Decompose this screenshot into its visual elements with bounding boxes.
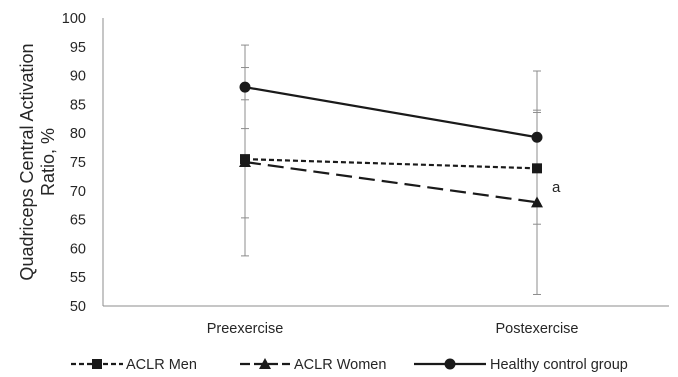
error-bars [241, 44, 541, 295]
x-tick-label: Preexercise [207, 321, 284, 337]
series-line-circle [244, 86, 538, 139]
annotations: a [552, 179, 561, 196]
data-point-triangle [531, 196, 543, 208]
x-axis-ticks: Preexercise Postexercise [207, 321, 579, 337]
y-tick-label: 100 [62, 11, 86, 27]
axes [102, 18, 669, 307]
data-point-triangle [239, 156, 251, 167]
series-line-triangle [244, 160, 538, 204]
y-tick-label: 80 [70, 126, 86, 142]
y-tick-label: 55 [70, 270, 86, 286]
y-tick-label: 75 [70, 155, 86, 171]
significance-annotation: a [552, 179, 561, 196]
legend-marker-circle [444, 358, 456, 370]
series-markers [239, 81, 543, 208]
data-point-square [532, 163, 542, 174]
y-tick-label: 65 [70, 213, 86, 229]
legend-label: Healthy control group [490, 357, 628, 373]
legend-label: ACLR Men [126, 357, 197, 373]
legend: ACLR Men ACLR Women Healthy control group [71, 357, 628, 373]
y-axis-label-line-2: Ratio, % [38, 128, 58, 196]
y-tick-label: 70 [70, 184, 86, 200]
legend-marker-triangle [259, 358, 271, 369]
y-tick-label: 60 [70, 241, 86, 257]
y-tick-label: 85 [70, 97, 86, 113]
x-tick-label: Postexercise [495, 321, 578, 337]
legend-label: ACLR Women [294, 357, 386, 373]
y-axis-label: Quadriceps Central Activation Ratio, % [17, 43, 58, 280]
data-point-circle [531, 131, 543, 143]
y-tick-label: 50 [70, 299, 86, 315]
y-tick-label: 95 [70, 40, 86, 56]
y-axis-ticks: 50 55 60 65 70 75 80 85 90 95 100 [62, 11, 86, 315]
series-line-square [244, 158, 538, 170]
y-tick-label: 90 [70, 69, 86, 85]
y-axis-label-line-1: Quadriceps Central Activation [17, 43, 37, 280]
legend-marker-square [92, 359, 102, 369]
data-point-circle [239, 81, 251, 93]
series-lines [244, 86, 538, 204]
